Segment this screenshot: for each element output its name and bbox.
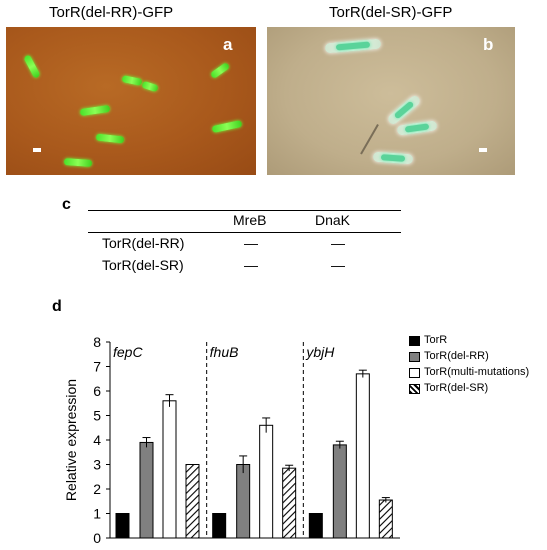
y-tick-label: 6 xyxy=(93,383,101,399)
legend-swatch-multi xyxy=(409,368,420,378)
legend-label: TorR xyxy=(424,334,448,346)
legend: TorR TorR(del-RR) TorR(multi-mutations) … xyxy=(409,331,547,411)
panel-a-letter: a xyxy=(223,35,233,54)
legend-swatch-del-rr xyxy=(409,352,420,362)
y-tick-label: 7 xyxy=(93,359,101,375)
bar xyxy=(282,467,297,539)
bar xyxy=(308,513,323,539)
cell-value: — xyxy=(244,257,258,273)
y-tick-label: 5 xyxy=(93,408,101,424)
group-label: ybjH xyxy=(305,344,335,360)
micrograph-b: b xyxy=(267,27,515,175)
bar xyxy=(162,400,177,539)
bar xyxy=(332,444,347,539)
bar xyxy=(115,513,130,539)
y-tick-label: 4 xyxy=(93,432,101,448)
group-label: fhuB xyxy=(210,344,239,360)
bar xyxy=(236,464,251,539)
y-tick-label: 2 xyxy=(93,481,101,497)
table-header-rule xyxy=(88,232,401,233)
y-tick-label: 3 xyxy=(93,457,101,473)
bar xyxy=(139,441,154,539)
bar xyxy=(259,424,274,539)
legend-swatch-torr xyxy=(409,336,420,346)
scale-bar xyxy=(33,148,41,152)
y-tick-label: 0 xyxy=(93,530,101,546)
legend-label: TorR(del-SR) xyxy=(424,382,489,394)
panel-c-letter: c xyxy=(62,196,71,213)
panel-b-letter: b xyxy=(483,35,494,54)
bar xyxy=(355,373,370,539)
group-label: fepC xyxy=(113,344,143,360)
cell-value: — xyxy=(331,235,345,251)
micrograph-a: a xyxy=(6,27,256,175)
cell-value: — xyxy=(331,257,345,273)
legend-swatch-del-sr xyxy=(409,384,420,394)
y-axis-label: Relative expression xyxy=(63,379,79,501)
y-tick-label: 8 xyxy=(93,334,101,350)
scale-bar xyxy=(479,148,487,152)
panel-b-title: TorR(del-SR)-GFP xyxy=(329,4,453,21)
legend-label: TorR(multi-mutations) xyxy=(424,366,530,378)
legend-label: TorR(del-RR) xyxy=(424,350,489,362)
bar xyxy=(212,513,227,539)
panel-d-letter: d xyxy=(52,298,62,315)
row-label: TorR(del-SR) xyxy=(102,257,184,273)
panel-a-title: TorR(del-RR)-GFP xyxy=(49,4,174,21)
cell-value: — xyxy=(244,235,258,251)
col-header: MreB xyxy=(233,212,267,228)
y-tick-label: 1 xyxy=(93,506,101,522)
bar xyxy=(185,464,200,539)
col-header: DnaK xyxy=(315,212,351,228)
bar xyxy=(378,499,393,539)
table-top-rule xyxy=(88,210,401,211)
row-label: TorR(del-RR) xyxy=(102,235,185,251)
